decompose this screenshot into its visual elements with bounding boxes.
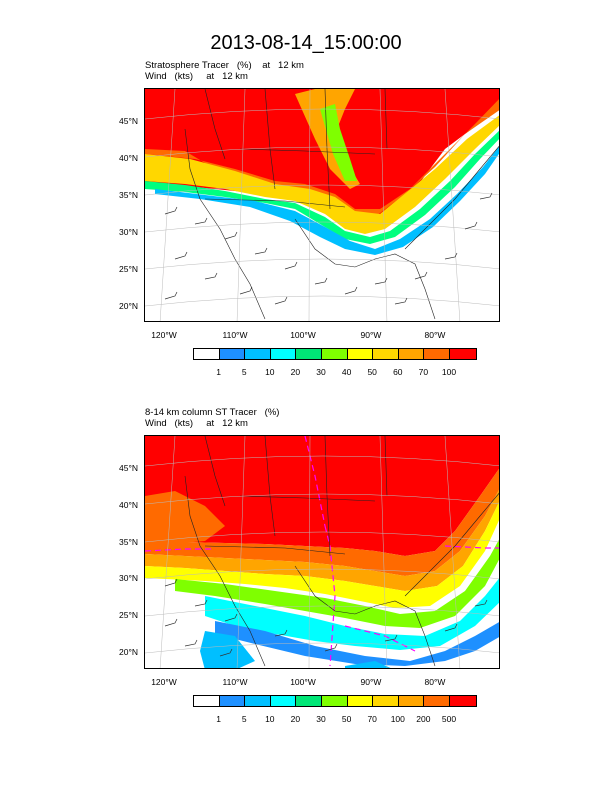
panel2-map-svg xyxy=(145,436,499,668)
page-title: 2013-08-14_15:00:00 xyxy=(210,32,402,54)
p1-cbar-label: 70 xyxy=(418,367,429,377)
panel1-colorbar xyxy=(193,348,477,360)
p2-lat-45: 45°N xyxy=(119,463,138,473)
p1-colorbar-swatch xyxy=(296,349,322,359)
p2-cbar-label: 5 xyxy=(241,714,247,724)
panel1-subtitle: Stratosphere Tracer (%) at 12 km Wind (k… xyxy=(145,60,304,82)
p1-cbar-label: 100 xyxy=(441,367,457,377)
p1-cbar-label: 50 xyxy=(367,367,377,377)
p2-lat-40: 40°N xyxy=(119,500,138,510)
p1-lat-45: 45°N xyxy=(119,116,138,126)
p2-cbar-label: 200 xyxy=(416,714,431,724)
p1-colorbar-swatch xyxy=(270,349,297,359)
p2-cbar-label: 1 xyxy=(216,714,221,724)
p1-lon-110: 110°W xyxy=(222,330,248,340)
p1-lat-40: 40°N xyxy=(119,153,138,163)
panel1-subtitle-line1: Stratosphere Tracer (%) at 12 km xyxy=(145,60,304,71)
p2-cbar-label: 50 xyxy=(341,714,352,724)
p1-cbar-label: 5 xyxy=(241,367,247,377)
panel2-subtitle-line1: 8-14 km column ST Tracer (%) xyxy=(145,407,280,418)
p1-colorbar-swatch xyxy=(245,349,271,359)
p2-cbar-label: 10 xyxy=(265,714,275,724)
p2-lat-20: 20°N xyxy=(119,647,138,657)
p1-colorbar-swatch xyxy=(424,349,450,359)
p2-lat-25: 25°N xyxy=(119,610,138,620)
p1-lon-100: 100°W xyxy=(290,330,316,340)
p2-colorbar-swatch xyxy=(194,696,220,706)
panel2-map xyxy=(144,435,500,669)
p1-lat-20: 20°N xyxy=(119,301,138,311)
p1-colorbar-swatch xyxy=(219,349,246,359)
p2-lon-80: 80°W xyxy=(424,677,446,687)
p1-lat-25: 25°N xyxy=(119,264,138,274)
panel2-subtitle-line2: Wind (kts) at 12 km xyxy=(145,418,248,429)
p1-colorbar-swatch xyxy=(398,349,425,359)
p1-cbar-label: 40 xyxy=(341,367,352,377)
p2-cbar-label: 100 xyxy=(390,714,405,724)
panel2-colorbar xyxy=(193,695,477,707)
p2-cbar-label: 70 xyxy=(367,714,377,724)
p2-cbar-label: 500 xyxy=(441,714,457,724)
p1-colorbar-swatch xyxy=(347,349,374,359)
p2-lon-90: 90°W xyxy=(360,677,382,687)
p2-lat-30: 30°N xyxy=(119,573,138,583)
p2-colorbar-swatch xyxy=(398,696,425,706)
p2-lat-35: 35°N xyxy=(119,537,138,547)
p1-cbar-label: 30 xyxy=(316,367,326,377)
panel1-subtitle-line2: Wind (kts) at 12 km xyxy=(145,71,248,82)
p2-cbar-label: 30 xyxy=(316,714,326,724)
p2-lon-110: 110°W xyxy=(222,677,248,687)
p2-cbar-label: 20 xyxy=(290,714,301,724)
p1-lon-120: 120°W xyxy=(151,330,177,340)
p1-lat-35: 35°N xyxy=(119,190,138,200)
p2-colorbar-swatch xyxy=(321,696,348,706)
panel2-subtitle: 8-14 km column ST Tracer (%) Wind (kts) … xyxy=(145,407,279,429)
p2-lon-120: 120°W xyxy=(151,677,177,687)
p2-colorbar-swatch xyxy=(347,696,374,706)
panel1-map xyxy=(144,88,500,322)
p1-cbar-label: 1 xyxy=(216,367,221,377)
p2-colorbar-swatch xyxy=(270,696,297,706)
p2-colorbar-swatch xyxy=(219,696,246,706)
p1-cbar-label: 60 xyxy=(393,367,403,377)
p2-colorbar-swatch xyxy=(245,696,271,706)
p1-colorbar-swatch xyxy=(373,349,399,359)
p1-cbar-label: 10 xyxy=(265,367,275,377)
p2-colorbar-swatch xyxy=(296,696,322,706)
p1-colorbar-swatch xyxy=(449,349,476,359)
p1-lat-30: 30°N xyxy=(119,227,138,237)
p1-lon-80: 80°W xyxy=(424,330,446,340)
p2-colorbar-swatch xyxy=(373,696,399,706)
p1-lon-90: 90°W xyxy=(360,330,382,340)
p1-colorbar-swatch xyxy=(321,349,348,359)
p2-colorbar-swatch xyxy=(424,696,450,706)
p2-colorbar-swatch xyxy=(449,696,476,706)
p1-cbar-label: 20 xyxy=(290,367,301,377)
p2-lon-100: 100°W xyxy=(290,677,316,687)
p1-colorbar-swatch xyxy=(194,349,220,359)
panel1-map-svg xyxy=(145,89,499,321)
